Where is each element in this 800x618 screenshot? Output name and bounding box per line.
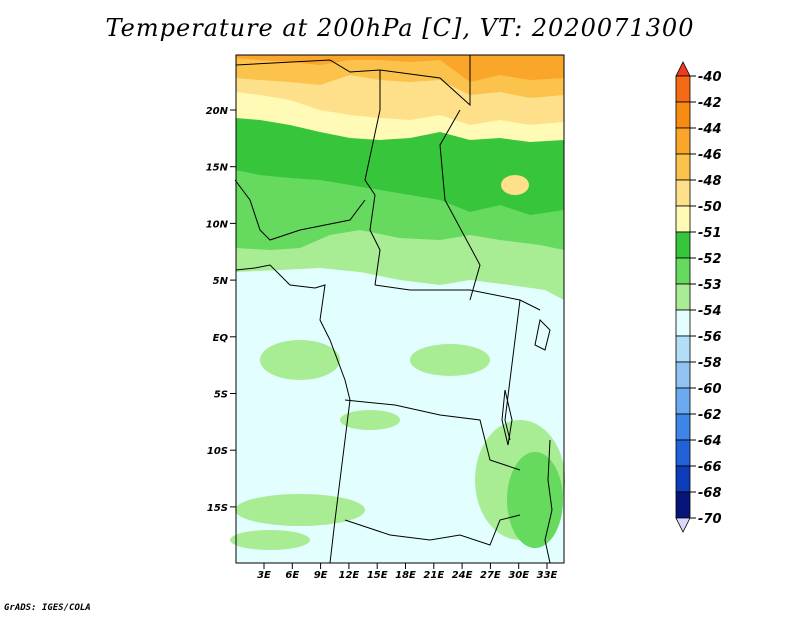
lon-label: 9E — [314, 570, 328, 581]
country-borders — [234, 55, 553, 564]
legend-swatch — [675, 127, 691, 155]
legend-swatch — [675, 465, 691, 493]
legend-label: -56 — [698, 330, 722, 345]
border-south-1 — [344, 399, 521, 471]
lat-label: 20N — [206, 106, 229, 117]
lon-label: 3E — [257, 570, 271, 581]
lon-label: 30E — [508, 570, 529, 581]
legend-swatch — [675, 153, 691, 181]
lon-label: 24E — [452, 570, 473, 581]
legend-label: -48 — [698, 174, 722, 189]
border-central-2 — [234, 179, 366, 241]
rift-lakes-shore — [501, 389, 513, 446]
lon-label: 33E — [537, 570, 558, 581]
temperature-field — [230, 55, 565, 563]
legend-label: -60 — [698, 382, 722, 397]
lat-label: EQ — [213, 333, 229, 344]
border-east-1 — [504, 299, 521, 441]
legend-swatch — [675, 283, 691, 311]
legend-label: -70 — [698, 512, 722, 527]
lat-label: 5N — [213, 276, 229, 287]
legend-label: -62 — [698, 408, 722, 423]
coastline-west — [235, 264, 351, 564]
patch-green-congo — [340, 410, 400, 430]
lat-label: 10N — [206, 219, 229, 230]
legend-label: -68 — [698, 486, 722, 501]
legend-swatch — [675, 309, 691, 337]
legend-label: -64 — [698, 434, 722, 449]
legend-swatch — [675, 257, 691, 285]
legend-arrow-bottom — [675, 517, 691, 533]
border-south-2 — [344, 514, 521, 546]
border-south-east — [544, 439, 553, 564]
legend-label: -54 — [698, 304, 722, 319]
border-north-3 — [439, 109, 481, 301]
software-credit: GrADS: IGES/COLA — [4, 603, 91, 613]
legend-swatch — [675, 413, 691, 441]
legend-label: -58 — [698, 356, 722, 371]
lake-victoria-shore — [534, 318, 551, 351]
legend-label: -53 — [698, 278, 722, 293]
patch-green-southeast — [507, 452, 563, 548]
color-legend: -40 -42 -44 -46 -48 -50 -51 -52 -53 -54 -56 -58 -60 -… — [675, 61, 722, 533]
longitude-axis: 3E 6E 9E 12E 15E 18E 21E 24E 27E 30E 33E — [257, 563, 558, 581]
lat-label: 15S — [207, 503, 228, 514]
legend-label: -51 — [698, 226, 722, 241]
legend-swatch — [675, 179, 691, 207]
legend-label: -40 — [698, 70, 722, 85]
legend-swatch — [675, 361, 691, 389]
legend-swatch — [675, 387, 691, 415]
legend-label: -66 — [698, 460, 722, 475]
map-frame — [235, 54, 565, 564]
latitude-axis: 20N 15N 10N 5N EQ 5S 10S 15S — [206, 106, 236, 514]
lon-label: 21E — [423, 570, 444, 581]
border-central-1 — [374, 284, 541, 311]
legend-swatch — [675, 75, 691, 103]
legend-label: -42 — [698, 96, 722, 111]
legend-label: -44 — [698, 122, 722, 137]
legend-swatch — [675, 491, 691, 519]
zone-dark-orange-band — [236, 55, 564, 82]
legend-swatch — [675, 231, 691, 259]
legend-swatch — [675, 439, 691, 467]
legend-label: -52 — [698, 252, 722, 267]
lat-label: 5S — [214, 390, 228, 401]
lon-label: 18E — [395, 570, 416, 581]
patch-yellow-sudan — [501, 175, 529, 195]
lat-label: 10S — [207, 446, 228, 457]
lat-label: 15N — [206, 163, 229, 174]
lon-label: 15E — [367, 570, 388, 581]
patch-green-southwest — [230, 530, 310, 550]
patch-green-center — [410, 344, 490, 376]
legend-label: -46 — [698, 148, 722, 163]
legend-swatch — [675, 335, 691, 363]
patch-green-west — [260, 340, 340, 380]
lon-label: 6E — [285, 570, 299, 581]
chart-title: Temperature at 200hPa [C], VT: 202007130… — [105, 14, 695, 42]
legend-arrow-top — [675, 61, 691, 77]
legend-swatch — [675, 101, 691, 129]
lon-label: 27E — [480, 570, 501, 581]
border-north-2 — [364, 70, 381, 286]
legend-swatch — [675, 205, 691, 233]
legend-label: -50 — [698, 200, 722, 215]
lon-label: 12E — [339, 570, 360, 581]
patch-green-south — [235, 494, 365, 526]
